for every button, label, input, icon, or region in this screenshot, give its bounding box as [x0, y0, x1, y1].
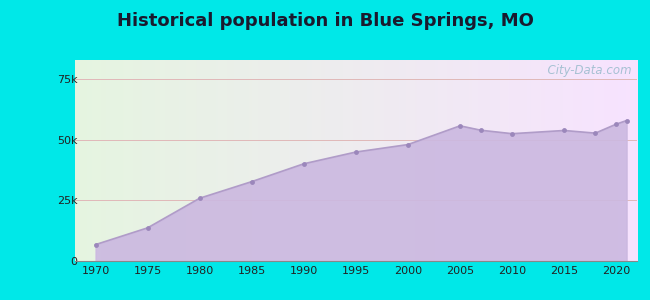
Text: Historical population in Blue Springs, MO: Historical population in Blue Springs, M…: [116, 12, 534, 30]
Text: City-Data.com: City-Data.com: [540, 64, 631, 77]
